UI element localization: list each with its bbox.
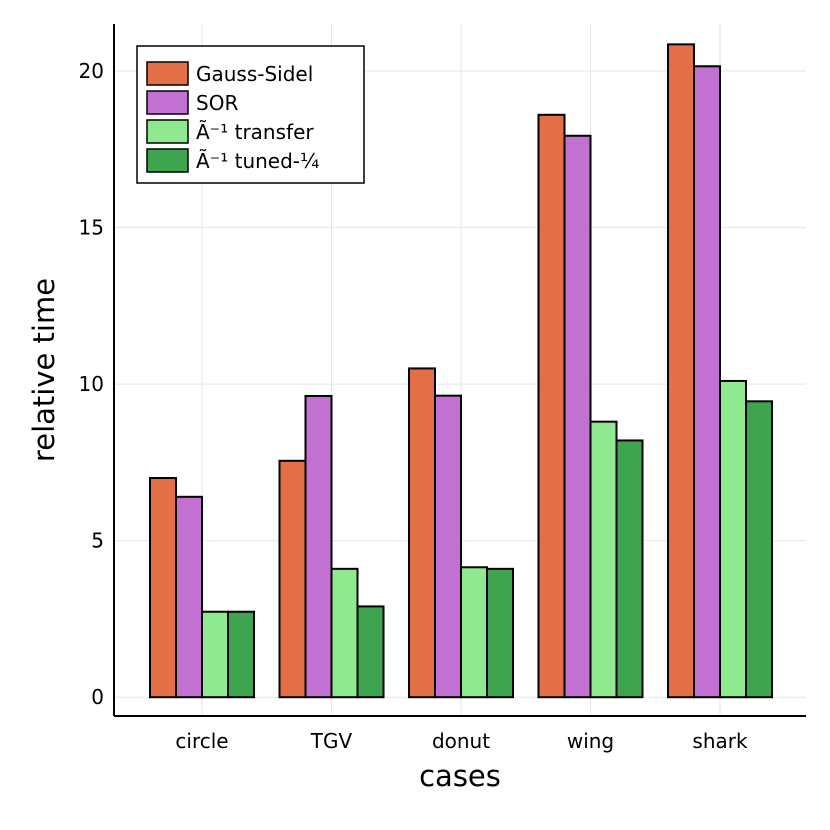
x-tick-labels: circle TGV donut wing shark [175, 729, 748, 753]
bar-tgv-series-2 [304, 394, 333, 699]
bar-tgv-series-3 [330, 567, 359, 699]
y-tick-label: 20 [79, 59, 104, 83]
y-tick-label: 10 [79, 372, 104, 396]
bar-wing-series-3 [589, 420, 618, 699]
y-tick-labels: 0 5 10 15 20 [79, 59, 104, 709]
legend-label: Gauss-Sidel [196, 62, 313, 86]
bar-circle-series-4 [227, 610, 255, 699]
bar-circle-series-1 [149, 477, 177, 699]
bar-wing-series-2 [563, 134, 592, 699]
axes [113, 24, 806, 717]
bar-wing-series-1 [537, 113, 566, 699]
bar-circle-series-2 [175, 495, 203, 699]
bar-donut-series-4 [486, 567, 514, 699]
legend-label: Ã⁻¹ transfer [196, 120, 314, 144]
x-tick-label: TGV [310, 729, 353, 753]
x-tick-label: donut [432, 729, 490, 753]
bar-wing-series-4 [615, 439, 644, 699]
bar-tgv-series-1 [278, 459, 307, 699]
legend-swatch [146, 61, 189, 86]
bar-shark-series-4 [745, 400, 773, 699]
y-tick-label: 15 [79, 216, 104, 240]
legend-label: SOR [196, 91, 238, 115]
bar-shark-series-2 [693, 65, 721, 699]
legend-label: Ã⁻¹ tuned-¼ [196, 149, 319, 173]
x-tick-label: circle [175, 729, 228, 753]
bar-donut-series-1 [408, 367, 436, 699]
legend-swatch [146, 119, 189, 144]
bar-shark-series-1 [667, 43, 695, 699]
y-tick-label: 0 [91, 685, 104, 709]
x-tick-label: shark [692, 729, 748, 753]
legend-swatch [146, 148, 189, 173]
bar-donut-series-2 [434, 394, 462, 699]
bar-shark-series-3 [719, 379, 747, 699]
bar-circle-series-3 [201, 610, 229, 699]
y-axis-title: relative time [27, 278, 61, 462]
bar-donut-series-3 [460, 566, 488, 699]
legend-swatch [146, 90, 189, 115]
x-axis-title: cases [419, 759, 501, 793]
x-tick-label: wing [567, 729, 614, 753]
bars [149, 43, 773, 699]
y-tick-label: 5 [91, 529, 104, 553]
bar-tgv-series-4 [356, 605, 385, 699]
legend: Gauss-Sidel SOR Ã⁻¹ transfer Ã⁻¹ tuned-¼ [136, 45, 365, 184]
